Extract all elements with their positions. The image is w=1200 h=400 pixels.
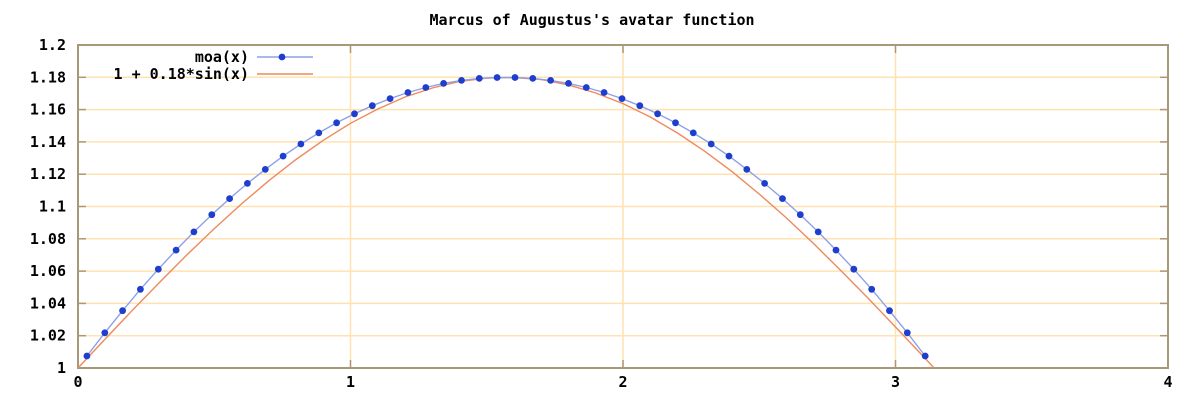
series-moa-point [761, 180, 768, 187]
legend-label-sine: 1 + 0.18*sin(x) [114, 65, 249, 83]
legend-label-moa: moa(x) [195, 48, 249, 66]
series-moa-point [743, 166, 751, 173]
series-moa-point [547, 77, 554, 84]
series-moa-point [351, 110, 358, 118]
series-moa-point [137, 285, 144, 293]
y-tick-label: 1.02 [30, 327, 66, 345]
plot-border [77, 44, 1169, 369]
series-moa-point [689, 129, 697, 137]
x-axis-tick-labels: 0 1 2 3 4 [73, 373, 1172, 391]
y-tick-label: 1.18 [30, 68, 66, 86]
series-moa-point [814, 228, 822, 236]
series-moa-point [582, 84, 590, 91]
y-tick-label: 1.06 [30, 262, 66, 280]
series-moa-point [903, 329, 911, 337]
y-axis-tick-labels: 1 1.02 1.04 1.06 1.08 1.1 1.12 1.14 1.16 1.18 1.2 [30, 36, 66, 377]
series-moa-point [172, 246, 180, 254]
y-tick-label: 1.2 [39, 36, 66, 54]
series-moa-point [404, 89, 412, 96]
series-moa-point [83, 352, 91, 360]
series-moa-point [868, 285, 876, 293]
series-moa-point [475, 75, 483, 82]
y-tick-label: 1.12 [30, 165, 66, 183]
x-tick-label: 2 [618, 373, 627, 391]
series-moa-point [440, 80, 447, 87]
x-tick-label: 0 [73, 373, 82, 391]
series-moa-point [244, 180, 251, 187]
series-moa-line [86, 76, 926, 357]
series-moa-point [386, 95, 394, 102]
series-moa-point [315, 129, 323, 137]
series-moa-point [226, 195, 234, 203]
axis-tick-marks [78, 45, 1168, 368]
series-moa-point [565, 80, 572, 87]
series-moa-point [921, 352, 929, 360]
series-moa-point [368, 102, 376, 110]
series-moa-point [886, 307, 893, 315]
series-sine-line [77, 76, 935, 369]
series-moa-point [190, 228, 198, 236]
y-tick-label: 1.14 [30, 133, 66, 151]
y-tick-label: 1.1 [39, 198, 66, 216]
series-moa-point [119, 307, 126, 315]
y-tick-label: 1.08 [30, 230, 66, 248]
series-moa-point [493, 74, 501, 81]
series-moa-point [422, 84, 430, 91]
series-moa-point [636, 102, 644, 110]
series-moa-point [101, 329, 109, 337]
series-moa-point [261, 166, 269, 173]
series-moa-point [672, 119, 679, 127]
y-tick-label: 1.04 [30, 294, 66, 312]
x-tick-label: 3 [891, 373, 900, 391]
series-moa-point [333, 119, 340, 127]
series-moa-point [707, 140, 715, 148]
series-moa-point [208, 211, 216, 219]
series-layer [77, 74, 935, 369]
legend-sample-moa-marker [278, 53, 286, 61]
chart-title: Marcus of Augustus's avatar function [429, 11, 754, 29]
series-moa-point [832, 246, 840, 254]
x-tick-label: 4 [1163, 373, 1172, 391]
series-moa-point [600, 89, 608, 96]
series-moa-point [779, 195, 786, 203]
series-moa-point [725, 152, 733, 160]
legend: moa(x) 1 + 0.18*sin(x) [114, 48, 313, 83]
series-moa-point [618, 95, 626, 102]
x-tick-label: 1 [346, 373, 355, 391]
series-moa-point [154, 265, 162, 273]
series-moa-point [511, 74, 519, 81]
series-moa-point [796, 211, 804, 219]
series-moa-point [850, 265, 858, 273]
series-moa-point [529, 75, 537, 82]
series-moa-point [297, 140, 305, 148]
grid-layer [78, 45, 1168, 368]
series-moa-point [458, 77, 465, 84]
series-moa-point [654, 110, 661, 118]
y-tick-label: 1.16 [30, 101, 66, 119]
series-moa-point [279, 152, 287, 160]
y-tick-label: 1 [57, 359, 66, 377]
